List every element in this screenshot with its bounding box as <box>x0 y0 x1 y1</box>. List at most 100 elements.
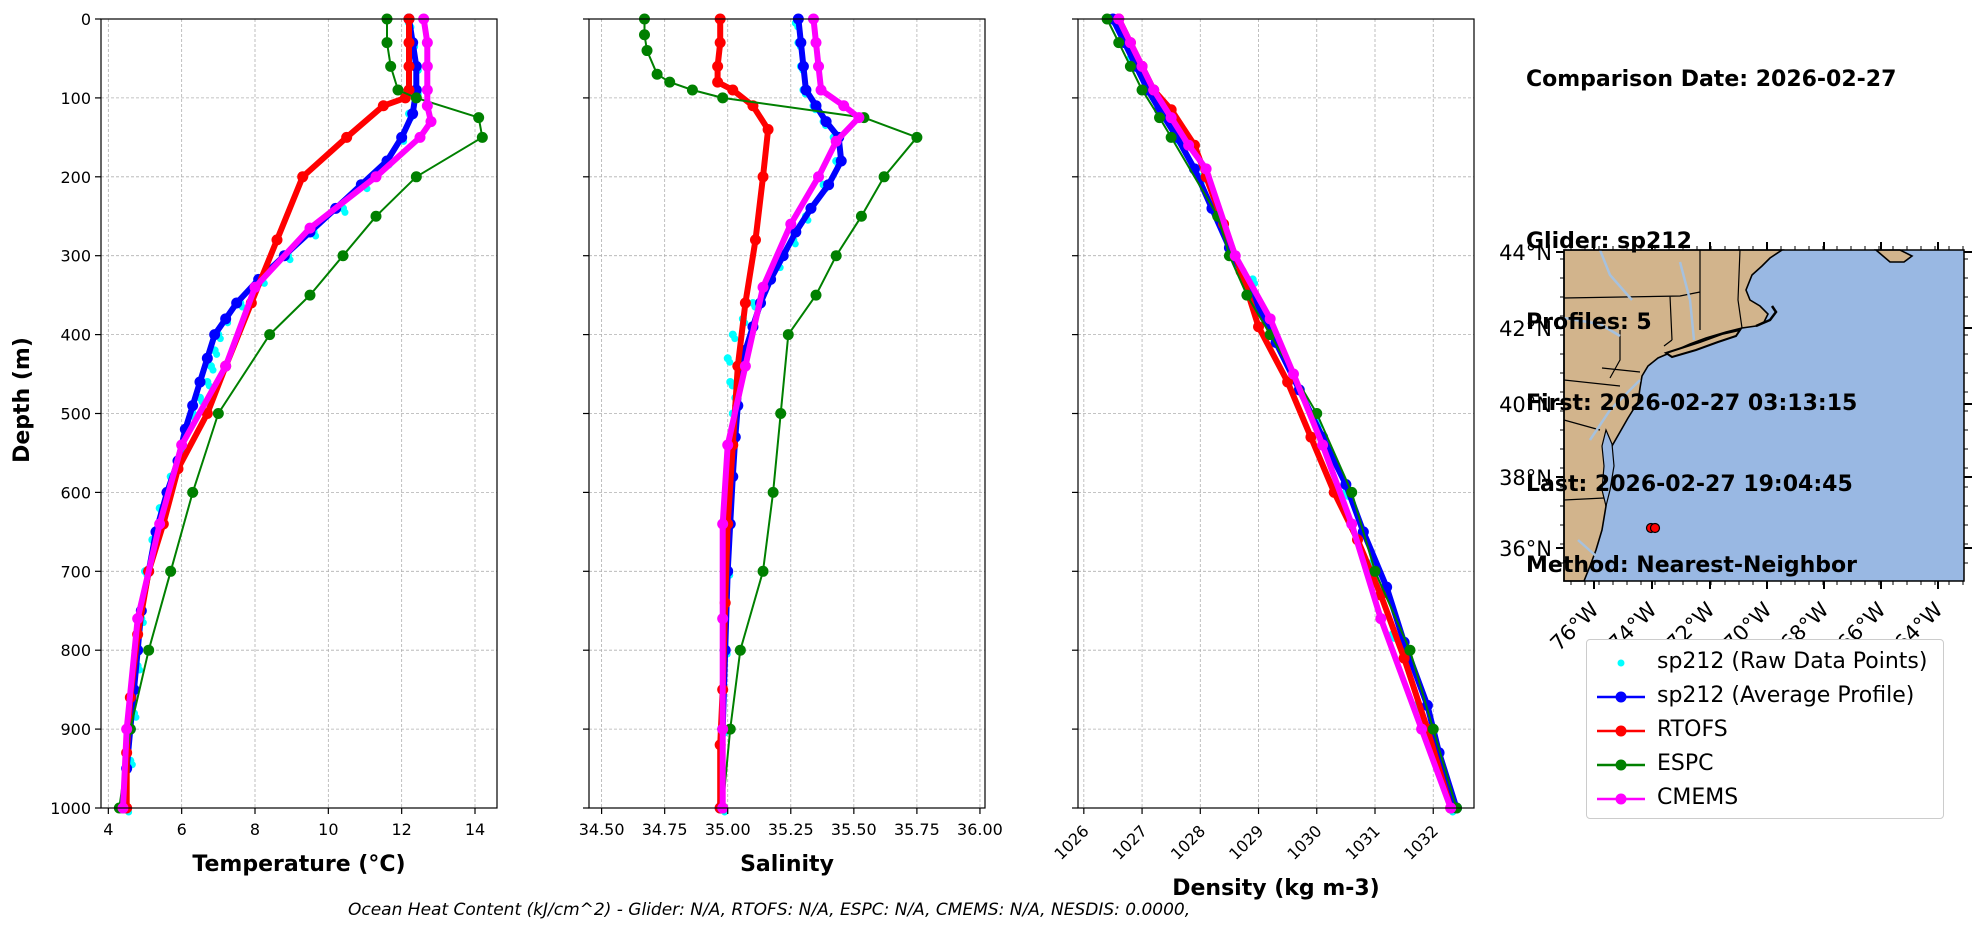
y-tick-label: 600 <box>60 483 91 502</box>
series-marker <box>249 281 261 293</box>
legend-swatch <box>1597 793 1645 805</box>
x-tick-label: 1026 <box>1050 821 1092 863</box>
comparison-info: Comparison Date: 2026-02-27 Glider: sp21… <box>1526 12 1896 606</box>
legend-swatch-marker <box>1615 793 1627 805</box>
y-tick-label: 100 <box>60 89 91 108</box>
map-lat-label: 42°N <box>1499 317 1552 341</box>
series-marker <box>714 37 726 49</box>
y-tick-label: 800 <box>60 641 91 660</box>
series-marker <box>782 329 794 341</box>
series-marker <box>820 116 832 128</box>
series-marker <box>749 234 761 246</box>
series-marker <box>717 92 729 104</box>
first-time: First: 2026-02-27 03:13:15 <box>1526 391 1858 416</box>
series-marker <box>810 289 822 301</box>
series-marker <box>209 329 221 341</box>
series-marker <box>762 123 774 135</box>
map-lat-label: 38°N <box>1499 466 1552 490</box>
series-marker <box>304 289 316 301</box>
series-marker <box>1148 84 1160 96</box>
series-marker <box>231 297 243 309</box>
temperature-panel: 0 100 200 300 400 500 600 700 800 900 1000 4 6 8 10 12 1… <box>50 10 498 877</box>
legend-swatch <box>1597 725 1645 737</box>
series-marker <box>370 171 382 183</box>
series-marker <box>757 171 769 183</box>
series-marker <box>813 60 825 72</box>
series-marker <box>1346 518 1358 530</box>
series-marker <box>1200 163 1212 175</box>
cape-cod <box>1755 305 1778 328</box>
series-marker <box>1229 250 1241 262</box>
series-marker <box>810 100 822 112</box>
series-marker <box>421 60 433 72</box>
series-marker <box>201 408 213 419</box>
x-axis-label: Density (kg m-3) <box>1172 876 1380 901</box>
legend-swatch <box>1597 691 1645 703</box>
legend-swatch-marker <box>1615 691 1627 703</box>
raw-data-point <box>213 350 221 358</box>
series-marker <box>686 84 698 96</box>
series-marker <box>414 131 426 143</box>
y-tick-label: 300 <box>60 247 91 266</box>
density-panel: 1026 1027 1028 1029 1030 1031 1032 Density (kg … <box>1050 13 1475 901</box>
legend: sp212 (Raw Data Points) sp212 (Average Pr… <box>1586 639 1944 819</box>
y-tick-label: 1000 <box>50 799 91 818</box>
series-marker <box>143 644 155 656</box>
series-marker <box>805 202 817 214</box>
legend-swatch <box>1617 659 1625 667</box>
series-marker <box>835 155 847 167</box>
series-marker <box>797 60 809 72</box>
series-marker <box>800 84 812 96</box>
series-marker <box>830 250 842 262</box>
legend-label: sp212 (Average Profile) <box>1657 683 1915 708</box>
series-marker <box>1369 565 1381 577</box>
series-marker <box>194 376 206 388</box>
series-marker <box>297 171 309 183</box>
map-frame <box>1563 249 1965 582</box>
series-marker <box>421 84 433 96</box>
series-marker <box>1264 313 1276 325</box>
series-marker <box>717 723 729 735</box>
series-marker <box>830 135 842 147</box>
series-marker <box>381 37 393 49</box>
series-marker <box>1241 289 1253 301</box>
map-lat-label: 36°N <box>1499 537 1552 561</box>
series-marker <box>304 222 316 234</box>
series-marker <box>1113 37 1125 49</box>
series-marker <box>732 360 744 372</box>
series-marker <box>421 37 433 49</box>
info-spacer <box>1526 147 1896 174</box>
series-marker <box>403 60 415 72</box>
x-tick-label: 4 <box>103 820 113 839</box>
x-tick-label: 1032 <box>1400 821 1442 863</box>
map-lat-label: 40°N <box>1499 393 1552 417</box>
legend-label: ESPC <box>1657 751 1714 776</box>
series-marker <box>121 723 133 735</box>
series-marker <box>1183 139 1195 151</box>
legend-item: RTOFS <box>1587 714 1943 746</box>
series-marker <box>176 439 188 451</box>
series-marker <box>1317 439 1329 451</box>
x-tick-label: 6 <box>177 820 187 839</box>
y-tick-label: 900 <box>60 720 91 739</box>
series-marker <box>767 486 779 498</box>
series-marker <box>734 644 746 656</box>
series-marker <box>187 486 199 498</box>
series-marker <box>341 131 353 143</box>
raw-data-point <box>731 335 739 343</box>
series-marker <box>1404 644 1416 656</box>
series-marker <box>641 45 653 57</box>
legend-item: ESPC <box>1587 748 1943 780</box>
x-tick-label: 35.25 <box>768 820 814 839</box>
series-marker <box>220 360 232 372</box>
x-tick-label: 34.50 <box>579 820 625 839</box>
legend-swatch-marker <box>1615 725 1627 737</box>
series-marker <box>1124 60 1136 72</box>
series-marker <box>790 226 802 238</box>
series-marker <box>813 171 825 183</box>
series-marker <box>855 210 867 222</box>
series-marker <box>878 171 890 183</box>
series-marker <box>421 100 433 112</box>
series-marker <box>271 234 283 246</box>
series-marker <box>264 329 276 341</box>
